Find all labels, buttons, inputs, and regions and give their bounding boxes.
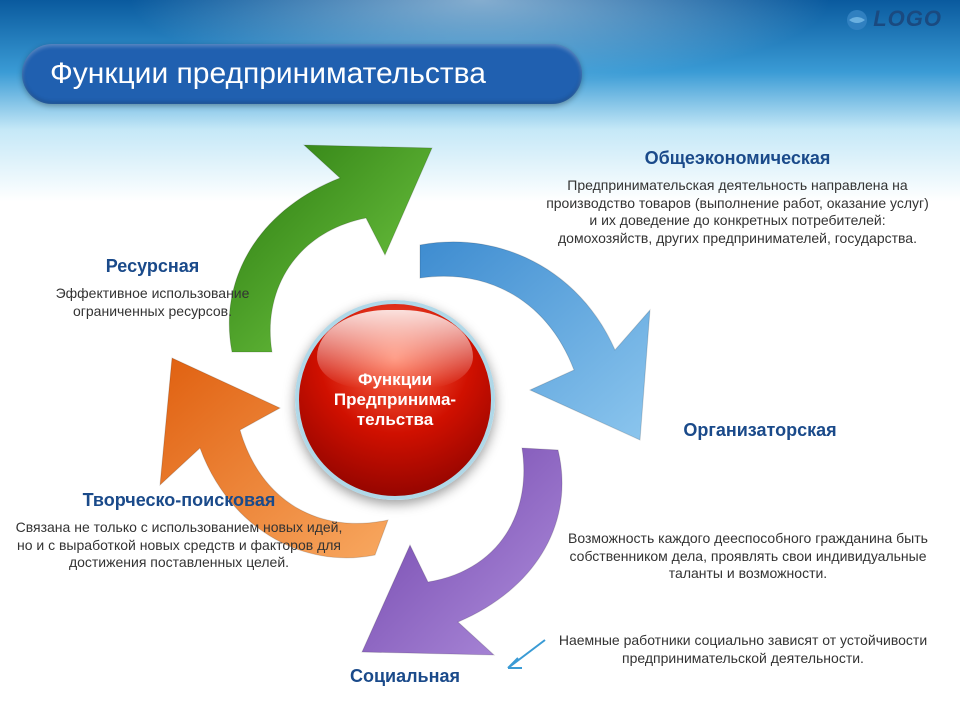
- info-heading: Творческо-поисковая: [14, 490, 344, 511]
- info-text: Связана не только с использованием новых…: [14, 519, 344, 572]
- info-block-6: Ресурсная Эффективное использование огран…: [40, 256, 265, 320]
- page-title: Функции предпринимательства: [22, 44, 582, 104]
- info-block-3: Наемные работники социально зависят от у…: [538, 632, 948, 667]
- info-block-4: Социальная: [280, 666, 530, 695]
- info-heading: Социальная: [280, 666, 530, 687]
- info-text: Возможность каждого дееспособного гражда…: [548, 530, 948, 583]
- center-label: Функции Предпринима-тельства: [319, 370, 471, 430]
- title-text: Функции предпринимательства: [50, 57, 486, 91]
- center-sphere: Функции Предпринима-тельства: [295, 300, 495, 500]
- info-block-5: Творческо-поисковая Связана не только с и…: [14, 490, 344, 572]
- info-heading: Общеэкономическая: [545, 148, 930, 169]
- info-block-1: Организаторская: [600, 420, 920, 449]
- info-heading: Организаторская: [600, 420, 920, 441]
- logo-text: LOGO: [873, 6, 942, 31]
- logo: LOGO: [845, 6, 942, 32]
- info-text: Предпринимательская деятельность направл…: [545, 177, 930, 247]
- info-text: Эффективное использование ограниченных р…: [40, 285, 265, 320]
- info-block-0: Общеэкономическая Предпринимательская дея…: [545, 148, 930, 247]
- logo-icon: [845, 8, 869, 32]
- info-block-2: Возможность каждого дееспособного гражда…: [548, 530, 948, 583]
- info-text: Наемные работники социально зависят от у…: [538, 632, 948, 667]
- info-heading: Ресурсная: [40, 256, 265, 277]
